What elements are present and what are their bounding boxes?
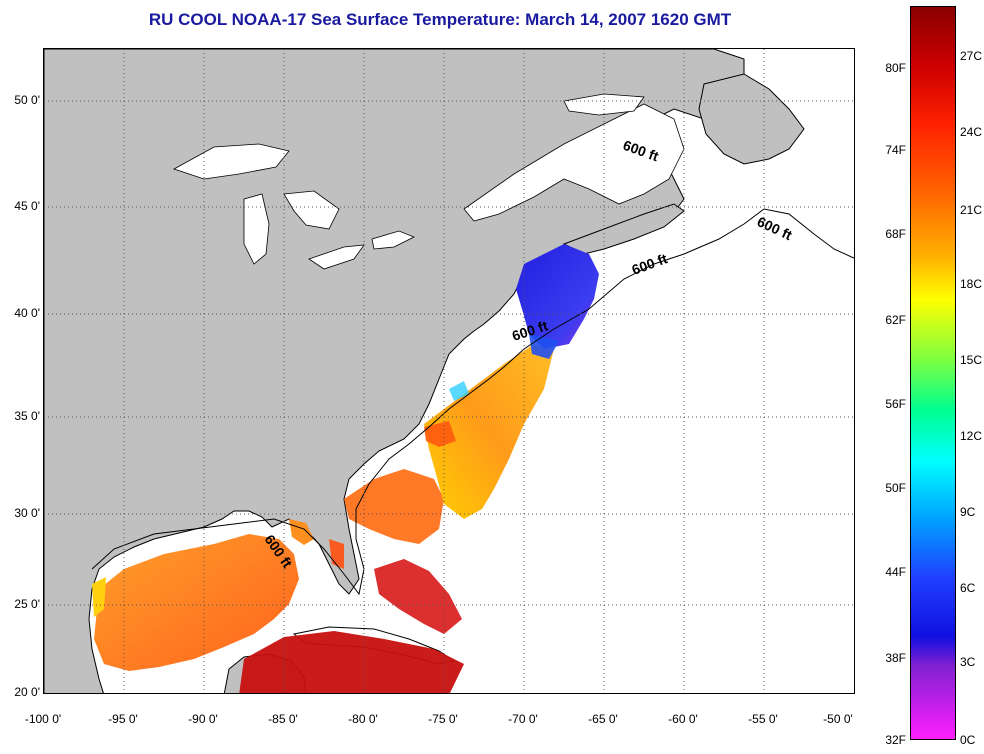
isobath-contour xyxy=(91,208,854,596)
map-canvas: 600 ft 600 ft 600 ft 600 ft 600 ft xyxy=(44,49,854,693)
lat-tick-35: 35 0' xyxy=(14,409,40,423)
great-lakes xyxy=(173,143,415,270)
map-title: RU COOL NOAA-17 Sea Surface Temperature:… xyxy=(148,10,732,29)
sst-map[interactable]: 600 ft 600 ft 600 ft 600 ft 600 ft xyxy=(43,48,855,694)
cb-f-68: 68F xyxy=(885,227,906,241)
cb-f-74: 74F xyxy=(885,143,906,157)
land-north-america xyxy=(44,49,745,693)
cb-c-9: 9C xyxy=(960,505,976,519)
lat-tick-20: 20 0' xyxy=(14,685,40,699)
sst-data xyxy=(92,244,599,693)
cb-c-27: 27C xyxy=(960,49,983,63)
lon-tick-70: -70 0' xyxy=(508,712,538,726)
lon-tick-95: -95 0' xyxy=(108,712,138,726)
lon-tick-100: -100 0' xyxy=(24,712,62,726)
cb-f-32: 32F xyxy=(885,733,906,747)
lon-tick-80: -80 0' xyxy=(348,712,378,726)
lon-tick-55: -55 0' xyxy=(748,712,778,726)
lon-tick-50: -50 0' xyxy=(823,712,853,726)
st-lawrence-gulf xyxy=(463,103,685,222)
land-nova-scotia xyxy=(562,203,685,255)
cb-f-50: 50F xyxy=(885,481,906,495)
temperature-colorbar xyxy=(910,6,956,740)
cb-f-38: 38F xyxy=(885,651,906,665)
cb-f-44: 44F xyxy=(885,565,906,579)
lon-tick-75: -75 0' xyxy=(428,712,458,726)
cb-c-24: 24C xyxy=(960,125,983,139)
cb-c-0: 0C xyxy=(960,733,976,747)
gridlines xyxy=(44,49,854,693)
lat-tick-45: 45 0' xyxy=(14,199,40,213)
cb-c-15: 15C xyxy=(960,353,983,367)
cb-c-18: 18C xyxy=(960,277,983,291)
cb-f-62: 62F xyxy=(885,313,906,327)
cb-c-6: 6C xyxy=(960,581,976,595)
lat-tick-40: 40 0' xyxy=(14,306,40,320)
cb-c-21: 21C xyxy=(960,203,983,217)
lat-tick-50: 50 0' xyxy=(14,93,40,107)
cb-c-12: 12C xyxy=(960,429,983,443)
land-newfoundland xyxy=(698,73,805,165)
lon-tick-65: -65 0' xyxy=(588,712,618,726)
cb-f-80: 80F xyxy=(885,61,906,75)
lat-tick-30: 30 0' xyxy=(14,506,40,520)
lon-tick-60: -60 0' xyxy=(668,712,698,726)
cb-f-56: 56F xyxy=(885,397,906,411)
lat-tick-25: 25 0' xyxy=(14,597,40,611)
cb-c-3: 3C xyxy=(960,655,976,669)
lon-tick-90: -90 0' xyxy=(188,712,218,726)
lon-tick-85: -85 0' xyxy=(268,712,298,726)
